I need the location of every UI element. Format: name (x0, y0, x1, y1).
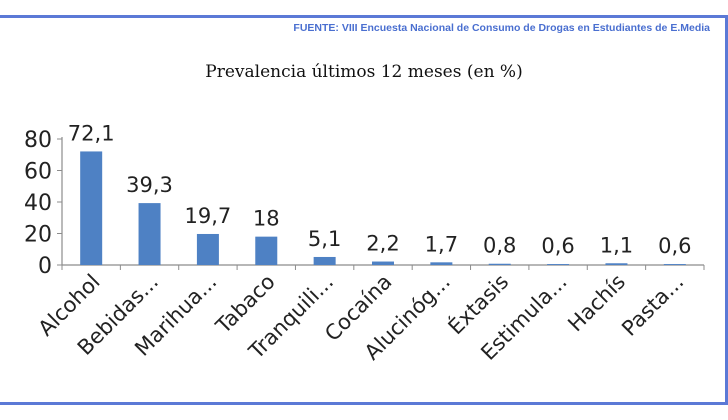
y-axis-ticks: 0 20 40 60 80 (24, 128, 62, 279)
category-labels: AlcoholBebidas...Marihua...TabacoTranqui… (34, 269, 689, 365)
bar (313, 256, 336, 265)
category-label: Pasta... (617, 270, 688, 341)
y-tick-label: 0 (38, 254, 52, 279)
source-note: FUENTE: VIII Encuesta Nacional de Consum… (293, 22, 710, 34)
bar (663, 264, 686, 265)
bar (138, 203, 161, 265)
y-tick-label: 20 (24, 223, 52, 248)
data-label: 72,1 (68, 121, 115, 145)
bar (547, 264, 570, 265)
data-label: 5,1 (308, 227, 341, 251)
data-label: 2,2 (366, 232, 399, 256)
data-label: 0,6 (541, 234, 574, 258)
data-label: 1,7 (425, 232, 458, 256)
chart-title: Prevalencia últimos 12 meses (en %) (205, 62, 523, 82)
bar (372, 261, 394, 265)
y-tick-label: 40 (24, 191, 52, 216)
data-label: 18 (253, 207, 280, 231)
data-label: 0,6 (658, 234, 691, 258)
y-tick-label: 80 (24, 128, 52, 153)
data-label: 0,8 (483, 234, 516, 258)
data-label: 19,7 (185, 204, 232, 228)
bar (488, 263, 511, 265)
bar (430, 262, 453, 265)
data-label: 39,3 (126, 173, 173, 197)
bar (196, 233, 219, 265)
frame-top-border (0, 15, 728, 18)
data-label: 1,1 (600, 233, 633, 257)
bar-series (80, 151, 686, 265)
bar (605, 263, 628, 265)
data-labels: 72,1 39,3 19,7 18 5,1 2,2 1,7 0,8 0,6 1,1 0,6 (68, 121, 692, 258)
y-tick-label: 60 (24, 160, 52, 185)
frame-right-border (725, 15, 728, 405)
bar (80, 151, 103, 265)
frame-bottom-border (0, 402, 728, 405)
bar (255, 236, 278, 265)
